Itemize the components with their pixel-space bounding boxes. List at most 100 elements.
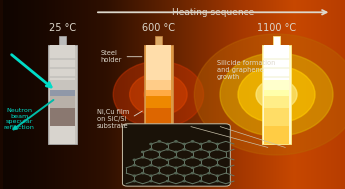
Text: Silicide formation
and graphene
growth: Silicide formation and graphene growth [217,60,275,81]
Circle shape [191,157,194,158]
Circle shape [183,165,185,166]
Ellipse shape [130,73,187,116]
Circle shape [167,143,169,145]
FancyBboxPatch shape [146,80,171,90]
Circle shape [216,143,219,145]
FancyBboxPatch shape [146,45,171,80]
Circle shape [183,175,185,176]
Circle shape [200,159,202,160]
Circle shape [216,165,219,166]
Circle shape [216,175,219,176]
Circle shape [216,159,219,160]
Circle shape [141,151,144,153]
Circle shape [191,167,194,168]
FancyBboxPatch shape [155,36,162,45]
Text: 1100 °C: 1100 °C [257,23,296,33]
Circle shape [200,143,202,145]
FancyBboxPatch shape [50,108,75,126]
Circle shape [175,167,177,168]
Circle shape [208,173,210,174]
Circle shape [208,141,210,142]
FancyBboxPatch shape [264,126,289,144]
Circle shape [175,141,177,142]
Circle shape [158,167,160,168]
Circle shape [167,149,169,150]
FancyBboxPatch shape [264,108,289,126]
Circle shape [208,167,210,168]
FancyBboxPatch shape [48,45,77,144]
Ellipse shape [256,79,297,110]
Text: Neutron
beam
specular
reflection: Neutron beam specular reflection [3,108,35,130]
Text: 25 °C: 25 °C [49,23,76,33]
Ellipse shape [144,84,173,105]
Circle shape [167,180,169,182]
Circle shape [158,141,160,142]
FancyArrowPatch shape [13,100,53,129]
Circle shape [175,157,177,158]
FancyBboxPatch shape [264,96,289,108]
Circle shape [150,149,152,150]
Ellipse shape [220,53,333,136]
Circle shape [133,165,136,166]
Circle shape [208,151,210,153]
Circle shape [183,159,185,160]
Ellipse shape [194,34,345,155]
Circle shape [158,157,160,158]
Circle shape [133,180,136,182]
Circle shape [216,180,219,182]
Circle shape [150,159,152,160]
Circle shape [216,149,219,150]
Circle shape [191,141,194,142]
FancyBboxPatch shape [146,90,171,96]
Text: Heating sequence: Heating sequence [172,8,254,17]
Circle shape [141,157,144,158]
Circle shape [191,173,194,174]
FancyBboxPatch shape [264,45,289,80]
Circle shape [200,165,202,166]
Circle shape [141,173,144,174]
FancyBboxPatch shape [59,36,66,45]
Circle shape [183,180,185,182]
FancyBboxPatch shape [50,126,75,144]
Circle shape [167,159,169,160]
Circle shape [167,165,169,166]
FancyBboxPatch shape [50,80,75,90]
Text: Ni,Cu film
on SiC/Si
substrate: Ni,Cu film on SiC/Si substrate [97,109,142,129]
FancyBboxPatch shape [262,45,291,144]
FancyBboxPatch shape [144,45,173,144]
Circle shape [191,151,194,153]
FancyBboxPatch shape [264,90,289,96]
Circle shape [200,149,202,150]
Circle shape [133,159,136,160]
FancyBboxPatch shape [264,80,289,90]
FancyBboxPatch shape [146,108,171,126]
Circle shape [150,143,152,145]
Circle shape [150,175,152,176]
Ellipse shape [266,87,287,102]
Ellipse shape [113,61,204,128]
Circle shape [175,151,177,153]
Circle shape [150,180,152,182]
Circle shape [158,173,160,174]
FancyBboxPatch shape [146,96,171,108]
Circle shape [183,143,185,145]
Text: 600 °C: 600 °C [142,23,175,33]
Circle shape [141,167,144,168]
FancyBboxPatch shape [122,124,230,186]
FancyBboxPatch shape [50,96,75,108]
Ellipse shape [238,66,315,123]
Circle shape [150,165,152,166]
Circle shape [175,173,177,174]
Circle shape [208,157,210,158]
Circle shape [200,180,202,182]
FancyBboxPatch shape [50,45,75,80]
FancyBboxPatch shape [273,36,280,45]
FancyBboxPatch shape [146,126,171,144]
FancyBboxPatch shape [50,90,75,96]
Circle shape [133,175,136,176]
Circle shape [158,151,160,153]
Ellipse shape [49,80,76,109]
FancyArrowPatch shape [12,55,51,87]
Circle shape [183,149,185,150]
Circle shape [200,175,202,176]
